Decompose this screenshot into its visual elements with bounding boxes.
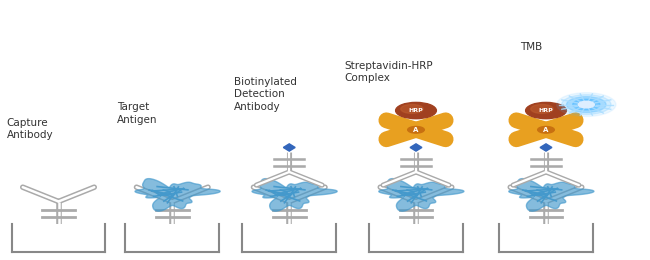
Circle shape xyxy=(562,95,611,114)
Text: HRP: HRP xyxy=(409,108,423,113)
Polygon shape xyxy=(135,179,220,211)
Text: HRP: HRP xyxy=(539,108,553,113)
Circle shape xyxy=(408,126,424,133)
Circle shape xyxy=(567,97,606,113)
Polygon shape xyxy=(509,179,594,211)
Polygon shape xyxy=(410,144,422,151)
Polygon shape xyxy=(252,179,337,211)
Circle shape xyxy=(578,101,594,108)
Circle shape xyxy=(530,105,553,113)
Circle shape xyxy=(538,126,554,133)
Circle shape xyxy=(396,102,436,119)
Circle shape xyxy=(526,102,566,119)
Text: Biotinylated
Detection
Antibody: Biotinylated Detection Antibody xyxy=(234,77,297,112)
Text: Target
Antigen: Target Antigen xyxy=(117,102,157,125)
Polygon shape xyxy=(379,179,464,211)
Text: A: A xyxy=(543,127,549,133)
Text: Streptavidin-HRP
Complex: Streptavidin-HRP Complex xyxy=(344,61,433,83)
Text: A: A xyxy=(413,127,419,133)
Circle shape xyxy=(400,105,423,113)
Text: Capture
Antibody: Capture Antibody xyxy=(6,118,53,140)
Polygon shape xyxy=(283,144,295,151)
Circle shape xyxy=(573,99,600,110)
Polygon shape xyxy=(540,144,552,151)
Text: TMB: TMB xyxy=(520,42,542,52)
Circle shape xyxy=(556,93,616,116)
